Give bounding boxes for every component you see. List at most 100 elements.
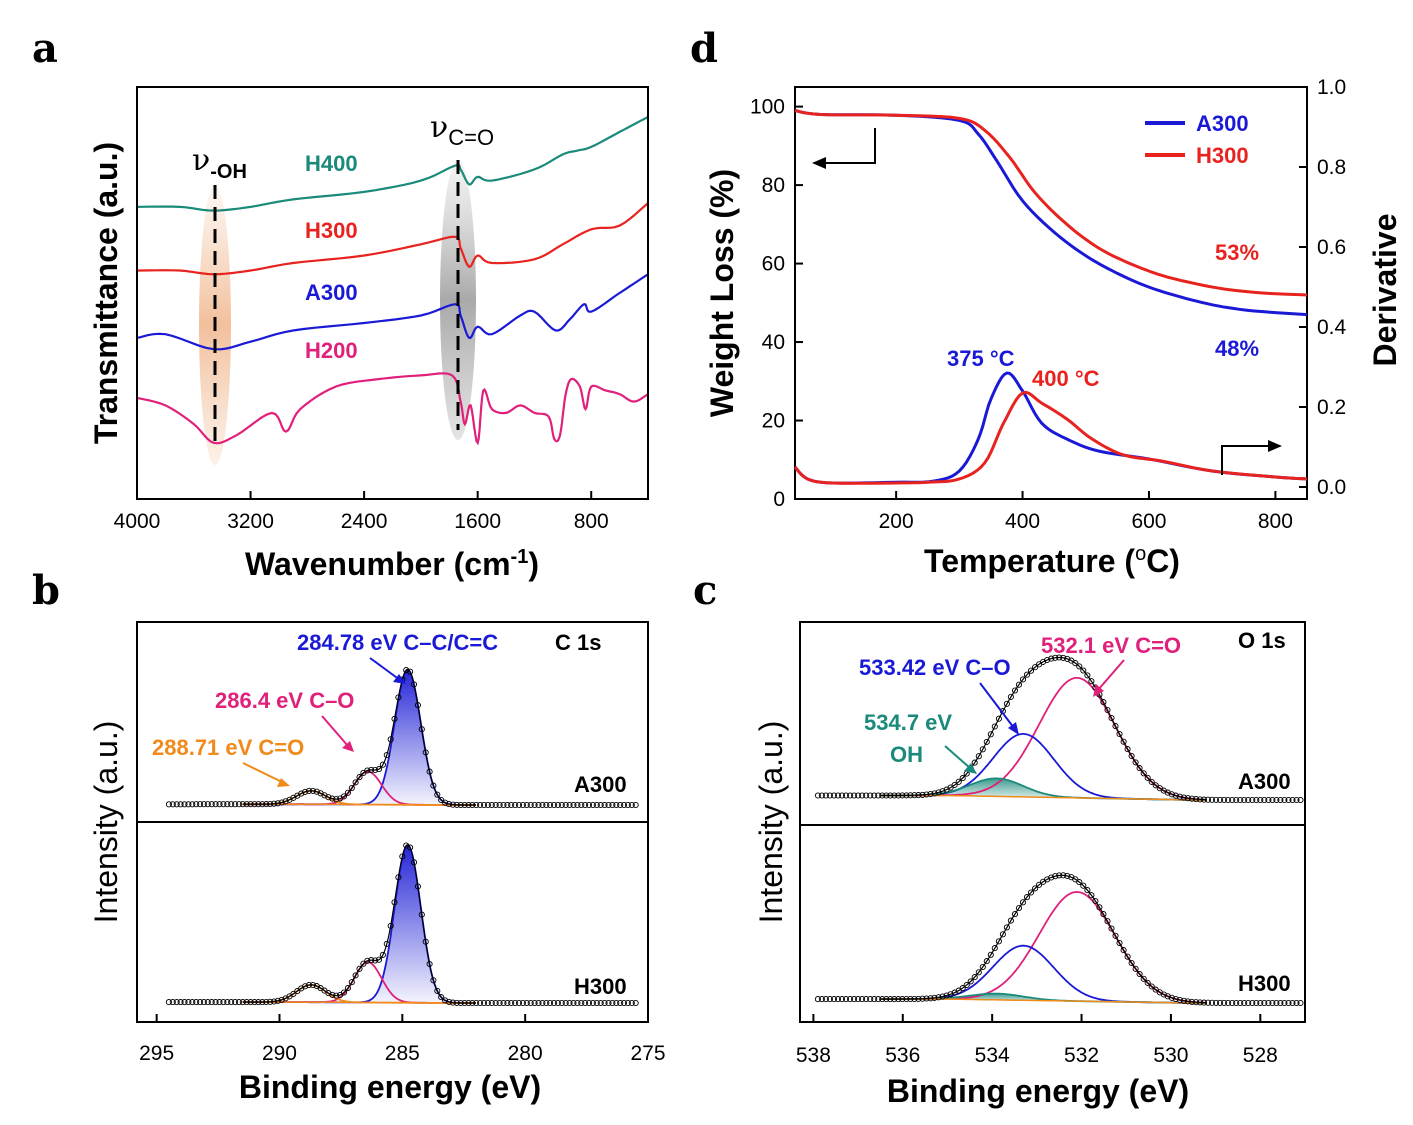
arrowhead-284: [393, 674, 406, 684]
plot-frame-a: [136, 86, 649, 500]
peak-label-534-line2: OH: [890, 742, 923, 767]
c1s-raw-point: [484, 999, 491, 1007]
o1s-raw-point: [1003, 700, 1010, 707]
o1s-raw-point: [814, 792, 821, 799]
c1s-raw-point: [379, 761, 386, 768]
c1s-raw-point: [465, 801, 472, 809]
o1s-raw-point: [1011, 687, 1019, 694]
o1s-raw-point: [814, 996, 821, 1003]
panel-b-c1s-xps-chart: 295 290 285 280 275 C 1s A300 H300 284.78 eV…: [88, 621, 666, 1105]
o1s-raw-point: [1148, 778, 1155, 785]
arrowhead-288: [277, 778, 290, 787]
o1s-raw-point: [1229, 999, 1236, 1007]
x-tick-label-b: 295: [139, 1042, 174, 1065]
legend-label-a300: A300: [1196, 111, 1249, 136]
c1s-raw-point: [613, 999, 620, 1007]
c1s-raw-point: [609, 999, 616, 1007]
o1s-raw-point: [1200, 999, 1208, 1006]
y2-tick-label-d: 0.8: [1317, 156, 1346, 179]
y-tick-label-d: 100: [750, 96, 785, 119]
c1s-raw-point: [395, 694, 402, 701]
c1s-raw-point: [531, 999, 538, 1007]
o1s-raw-point: [939, 788, 946, 795]
o1s-raw-point: [851, 996, 858, 1003]
c1s-raw-point: [515, 801, 523, 809]
o1s-raw-point: [987, 731, 994, 738]
x-ticks-b: 295 290 285 280 275: [139, 1014, 666, 1065]
o1s-raw-point: [915, 995, 922, 1002]
c1s-raw-point: [488, 999, 495, 1007]
o1s-raw-point: [1136, 970, 1143, 978]
o1s-envelope-1: [880, 874, 1207, 1004]
c1s-raw-point: [391, 715, 398, 722]
o1s-raw-point: [1281, 999, 1288, 1007]
c1s-raw-point: [356, 774, 363, 781]
o1s-raw-point: [1261, 796, 1268, 804]
c1s-raw-point: [624, 801, 631, 809]
c1s-raw-point: [453, 999, 460, 1006]
o1s-raw-point: [1273, 796, 1280, 804]
c1s-raw-point: [282, 798, 289, 805]
o1s-raw-point: [959, 985, 966, 992]
c1s-raw-point: [193, 999, 200, 1006]
o1s-raw-point: [1225, 796, 1232, 804]
c1s-raw-point: [461, 801, 468, 809]
o1s-raw-point: [867, 792, 874, 799]
peak-label-400: 400 °C: [1032, 366, 1100, 391]
o1s-raw-point: [818, 996, 825, 1003]
c1s-raw-point: [313, 788, 320, 795]
c1s-raw-point: [550, 801, 558, 809]
c1s-raw-point: [465, 999, 472, 1007]
c1s-raw-point: [480, 999, 488, 1007]
c1s-raw-point: [224, 999, 231, 1006]
o1s-raw-point: [931, 790, 938, 797]
c1s-raw-point: [333, 796, 340, 803]
panel-a-ftir-chart: ν-OH νC=O H400 H300 A300 H200 4000 3200 24…: [88, 86, 649, 582]
o1s-raw-point: [1168, 791, 1175, 798]
c1s-raw-point: [628, 999, 635, 1007]
c1s-raw-point: [418, 726, 425, 733]
ftir-line-h200: [136, 372, 649, 446]
o1s-raw-point: [1241, 999, 1248, 1007]
c1s-raw-point: [212, 801, 219, 808]
o1s-raw-point: [1293, 796, 1300, 804]
c1s-raw-point: [329, 991, 336, 998]
c1s-raw-point: [204, 801, 211, 808]
arrow-286: [321, 715, 349, 747]
c1s-raw-point: [445, 801, 453, 808]
o1s-raw-point: [1060, 654, 1067, 661]
c1s-raw-point: [274, 997, 281, 1004]
sample-label-h300-c: H300: [1238, 971, 1291, 996]
c1s-raw-point: [547, 801, 554, 809]
c1s-raw-point: [270, 800, 278, 807]
o1s-raw-point: [1007, 693, 1014, 700]
peak-label-534-line1: 534.7 eV: [864, 710, 952, 735]
series-label-h400: H400: [305, 151, 358, 176]
o1s-raw-point: [1192, 999, 1200, 1006]
c1s-raw-point: [208, 999, 215, 1006]
o1s-raw-point: [822, 996, 829, 1003]
c1s-raw-point: [578, 801, 585, 809]
c1s-raw-point: [617, 999, 624, 1007]
o1s-raw-point: [1172, 995, 1179, 1003]
c1s-raw-point: [527, 999, 534, 1007]
o1s-raw-point: [1297, 999, 1304, 1007]
c1s-raw-point: [232, 801, 239, 808]
o1s-raw-point: [1277, 796, 1284, 804]
c1s-raw-point: [566, 801, 573, 809]
c1s-raw-point: [605, 801, 612, 809]
tga-series-group: [793, 109, 1308, 485]
o1s-raw-point: [887, 996, 894, 1003]
x-tick-label-b: 290: [262, 1042, 297, 1065]
o1s-raw-point: [1257, 796, 1264, 804]
o1s-raw-point: [1233, 999, 1240, 1007]
c1s-raw-point: [566, 999, 573, 1007]
c1s-raw-point: [558, 999, 565, 1007]
o1s-raw-point: [923, 791, 930, 798]
c1s-raw-point: [523, 801, 530, 809]
y-tick-label-d: 60: [762, 253, 785, 276]
c1s-raw-point: [372, 766, 379, 774]
c1s-raw-point: [298, 790, 305, 797]
plot-frame-c: [799, 621, 1306, 1023]
c1s-raw-point: [302, 983, 309, 990]
